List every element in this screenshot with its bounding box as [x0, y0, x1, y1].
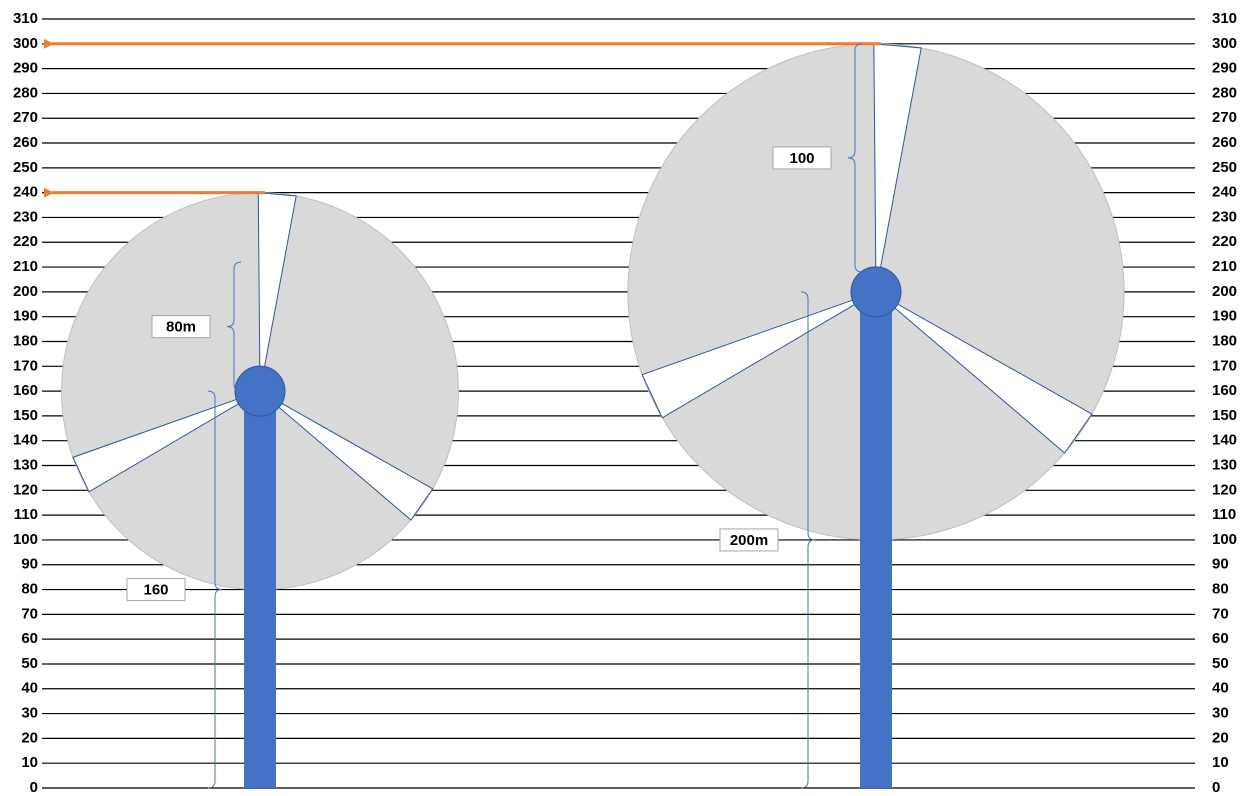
left-tick-label: 250 — [13, 159, 38, 176]
left-tick-label: 270 — [13, 109, 38, 126]
hub-height-brace — [800, 291, 816, 789]
right-tick-label: 230 — [1212, 208, 1237, 225]
left-tick-label: 200 — [13, 283, 38, 300]
hub-height-label: 200m — [730, 532, 768, 549]
left-tick-label: 190 — [13, 308, 38, 325]
right-tick-label: 40 — [1212, 680, 1229, 697]
left-tick-label: 280 — [13, 84, 38, 101]
right-tick-label: 190 — [1212, 308, 1237, 325]
tower — [244, 391, 276, 788]
left-tick-label: 310 — [13, 10, 38, 27]
left-tick-label: 90 — [21, 556, 38, 573]
right-tick-label: 180 — [1212, 332, 1237, 349]
left-tick-label: 290 — [13, 60, 38, 77]
hub-height-label-box — [719, 528, 779, 552]
hub — [234, 365, 286, 417]
left-tick-label: 70 — [21, 605, 38, 622]
right-tick-label: 240 — [1212, 184, 1237, 201]
right-tick-label: 70 — [1212, 605, 1229, 622]
right-tick-label: 20 — [1212, 729, 1229, 746]
left-tick-label: 160 — [13, 382, 38, 399]
right-tick-label: 270 — [1212, 109, 1237, 126]
left-tick-label: 300 — [13, 35, 38, 52]
left-tick-label: 110 — [14, 506, 38, 523]
right-tick-label: 290 — [1212, 60, 1237, 77]
left-tick-label: 100 — [13, 531, 38, 548]
right-tick-label: 30 — [1212, 705, 1229, 722]
hub-height-brace — [207, 390, 223, 789]
left-tick-label: 20 — [21, 729, 38, 746]
right-tick-label: 10 — [1212, 754, 1229, 771]
tower — [860, 291, 892, 788]
right-tick-label: 160 — [1212, 382, 1237, 399]
right-tick-label: 250 — [1212, 159, 1237, 176]
rotor-radius-label: 80m — [166, 319, 196, 336]
hub — [850, 266, 902, 318]
left-tick-label: 80 — [21, 581, 38, 598]
right-tick-label: 310 — [1212, 10, 1237, 27]
left-tick-label: 130 — [13, 456, 38, 473]
right-tick-label: 220 — [1212, 233, 1237, 250]
left-tick-label: 10 — [21, 754, 38, 771]
left-tick-label: 40 — [21, 680, 38, 697]
right-tick-label: 0 — [1212, 779, 1220, 796]
left-tick-label: 140 — [13, 432, 38, 449]
right-tick-label: 200 — [1212, 283, 1237, 300]
rotor-radius-brace — [226, 261, 242, 392]
right-tick-label: 100 — [1212, 531, 1237, 548]
right-tick-label: 80 — [1212, 581, 1229, 598]
right-tick-label: 170 — [1212, 357, 1237, 374]
left-tick-label: 230 — [13, 208, 38, 225]
right-tick-label: 140 — [1212, 432, 1237, 449]
left-tick-label: 120 — [13, 481, 38, 498]
right-tick-label: 130 — [1212, 456, 1237, 473]
left-tick-label: 0 — [30, 779, 38, 796]
right-tick-label: 210 — [1212, 258, 1237, 275]
left-tick-label: 150 — [13, 407, 38, 424]
left-tick-label: 60 — [21, 630, 38, 647]
rotor-radius-label: 100 — [789, 150, 814, 167]
right-tick-label: 260 — [1212, 134, 1237, 151]
left-tick-label: 30 — [21, 705, 38, 722]
right-tick-label: 50 — [1212, 655, 1229, 672]
left-tick-label: 170 — [13, 357, 38, 374]
right-tick-label: 280 — [1212, 84, 1237, 101]
rotor-radius-brace — [847, 43, 863, 273]
right-tick-label: 300 — [1212, 35, 1237, 52]
right-tick-label: 110 — [1212, 506, 1236, 523]
left-tick-label: 50 — [21, 655, 38, 672]
left-tick-label: 220 — [13, 233, 38, 250]
right-tick-label: 120 — [1212, 481, 1237, 498]
right-tick-label: 150 — [1212, 407, 1237, 424]
left-tick-label: 260 — [13, 134, 38, 151]
right-tick-label: 60 — [1212, 630, 1229, 647]
rotor-radius-label-box — [151, 315, 211, 339]
left-tick-label: 180 — [13, 332, 38, 349]
hub-height-label-box — [126, 578, 186, 602]
rotor-radius-label-box — [772, 146, 832, 170]
hub-height-label: 160 — [143, 582, 168, 599]
right-tick-label: 90 — [1212, 556, 1229, 573]
left-tick-label: 240 — [13, 184, 38, 201]
left-tick-label: 210 — [13, 258, 38, 275]
